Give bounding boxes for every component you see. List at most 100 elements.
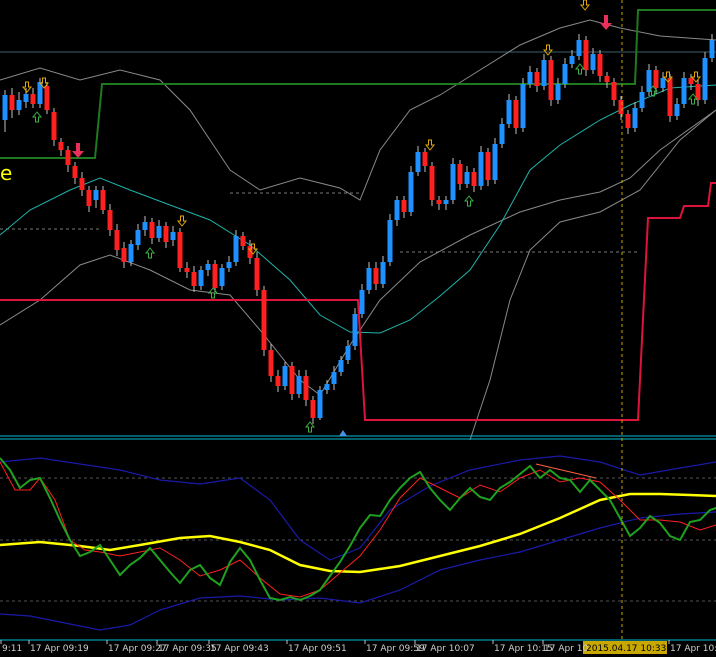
candle-body <box>289 366 295 394</box>
x-axis-tick-label: 17 Apr 09:43 <box>210 644 269 654</box>
candle-body <box>16 100 22 110</box>
candle-body <box>569 56 575 64</box>
channel-lower-line <box>0 182 716 421</box>
x-axis-tick-label: 17 Apr 10 <box>544 644 588 654</box>
candle-body <box>86 190 92 206</box>
oscillator-secondary-line <box>0 461 716 598</box>
candle-body <box>436 200 442 204</box>
bb-secondary-band <box>469 109 716 441</box>
candle-body <box>212 264 218 288</box>
candle-body <box>303 376 309 400</box>
candle-body <box>282 366 288 386</box>
fractal-up-arrow-icon <box>207 287 219 299</box>
candle-body <box>170 232 176 240</box>
x-axis-tick-label: 17 Apr 09:19 <box>30 644 89 654</box>
candle-body <box>366 268 372 290</box>
candle-body <box>338 360 344 372</box>
candle-body <box>331 372 337 384</box>
x-axis-tick-label: 17 Apr 09:59 <box>366 644 425 654</box>
candle-body <box>121 248 127 262</box>
candle-body <box>709 40 715 58</box>
candle-body <box>58 142 64 150</box>
candle-body <box>478 152 484 186</box>
candle-body <box>37 82 43 104</box>
x-axis-tick-label: 17 Apr 09:35 <box>158 644 217 654</box>
candle-body <box>359 290 365 314</box>
candle-body <box>275 376 281 386</box>
candle-body <box>541 60 547 86</box>
channel-upper-line <box>0 9 716 159</box>
candle-body <box>72 166 78 178</box>
fractal-up-arrow-icon <box>144 247 156 259</box>
candle-body <box>688 78 694 84</box>
candle-body <box>44 86 50 110</box>
candle-body <box>156 226 162 238</box>
fractal-down-arrow-icon <box>247 243 259 255</box>
candle-body <box>499 124 505 144</box>
candle-body <box>604 76 610 82</box>
candle-body <box>667 78 673 116</box>
candle-body <box>611 82 617 100</box>
candle-body <box>324 384 330 390</box>
candle-body <box>30 94 36 104</box>
candle-body <box>268 350 274 376</box>
candle-body <box>618 100 624 114</box>
candle-body <box>310 400 316 418</box>
candle-body <box>142 222 148 230</box>
candle-body <box>380 262 386 284</box>
x-axis-tick-label: 17 Apr 10:07 <box>416 644 475 654</box>
candle-body <box>702 58 708 100</box>
bollinger-bands <box>0 19 716 441</box>
candle-body <box>597 54 603 76</box>
bb-upper-band <box>0 19 716 201</box>
candle-body <box>233 236 239 262</box>
panel-separator <box>0 430 716 440</box>
fractal-up-arrow-icon <box>647 85 659 97</box>
moving-average-line <box>0 84 716 334</box>
candle-body <box>219 268 225 286</box>
oscillator-signal-line <box>0 492 716 574</box>
fractal-up-arrow-icon <box>687 93 699 105</box>
fractal-down-arrow-icon <box>690 71 702 83</box>
x-axis-tick-label: 9:11 <box>2 644 22 654</box>
candle-body <box>590 54 596 70</box>
candle-body <box>520 84 526 128</box>
candle-body <box>653 70 659 88</box>
candle-body <box>471 172 477 186</box>
candle-body <box>485 152 491 180</box>
candlesticks <box>2 34 715 424</box>
fractal-down-arrow-icon <box>579 0 591 11</box>
candle-body <box>513 100 519 128</box>
main-grid-lines <box>0 51 716 253</box>
candle-body <box>394 200 400 220</box>
fractal-up-arrow-icon <box>574 63 586 75</box>
candle-body <box>527 72 533 84</box>
candle-body <box>149 222 155 238</box>
candle-body <box>198 270 204 286</box>
candle-body <box>415 152 421 172</box>
candle-body <box>373 268 379 284</box>
candle-body <box>184 268 190 272</box>
candle-body <box>464 172 470 184</box>
partial-label: e <box>0 161 12 185</box>
candle-body <box>296 376 302 394</box>
candle-body <box>625 114 631 128</box>
oscillator-lines <box>0 455 716 631</box>
candle-body <box>261 290 267 350</box>
candle-body <box>681 78 687 104</box>
candle-body <box>555 84 561 100</box>
candle-body <box>2 95 8 120</box>
candle-body <box>107 210 113 230</box>
candle-body <box>79 178 85 190</box>
candle-body <box>177 232 183 268</box>
oscillator-main-line <box>0 457 716 602</box>
candle-body <box>93 190 99 200</box>
candle-body <box>695 84 701 100</box>
candle-body <box>576 40 582 56</box>
fractal-up-arrow-icon <box>31 111 43 123</box>
candle-body <box>534 72 540 86</box>
candle-body <box>345 346 351 360</box>
main-price-panel: e <box>0 0 716 441</box>
x-axis-tick-label: 17 Apr 09:51 <box>288 644 347 654</box>
